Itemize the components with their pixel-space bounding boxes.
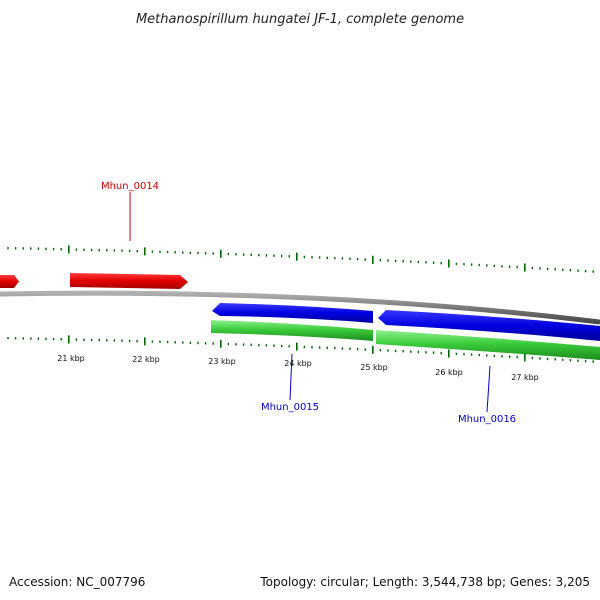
cds-feature-mhun-0015[interactable] bbox=[212, 303, 373, 323]
reverse-cds-track bbox=[212, 303, 600, 341]
genome-backbone bbox=[0, 290, 600, 325]
scale-tick-label: 26 kbp bbox=[435, 368, 463, 377]
lower-tick-marks bbox=[7, 335, 594, 363]
gene-label-text[interactable]: Mhun_0016 bbox=[458, 414, 516, 425]
gene-label-mhun-0016[interactable]: Mhun_0016 bbox=[458, 365, 516, 425]
cds-feature-fragment[interactable] bbox=[0, 275, 19, 288]
reverse-gene-track bbox=[211, 320, 600, 360]
cds-feature-mhun-0014[interactable] bbox=[70, 273, 188, 289]
scale-labels: 21 kbp 22 kbp 23 kbp 24 kbp 25 kbp 26 kb… bbox=[57, 354, 539, 382]
leader-line bbox=[486, 365, 491, 413]
scale-tick-label: 23 kbp bbox=[208, 357, 236, 366]
accession-text: Accession: NC_007796 bbox=[9, 575, 145, 589]
cds-feature-mhun-0016[interactable] bbox=[378, 310, 600, 341]
forward-cds-track bbox=[0, 273, 188, 289]
scale-tick-label: 22 kbp bbox=[132, 355, 160, 364]
scale-tick-label: 24 kbp bbox=[284, 359, 312, 368]
gene-label-text[interactable]: Mhun_0015 bbox=[261, 402, 319, 413]
upper-tick-marks bbox=[7, 245, 594, 273]
gene-feature-mhun-0015[interactable] bbox=[211, 320, 373, 341]
gene-label-mhun-0014[interactable]: Mhun_0014 bbox=[101, 181, 159, 241]
leader-line bbox=[289, 353, 293, 401]
gene-feature-mhun-0016[interactable] bbox=[376, 330, 600, 360]
scale-tick-label: 27 kbp bbox=[511, 373, 539, 382]
scale-tick-label: 25 kbp bbox=[360, 363, 388, 372]
gene-label-text[interactable]: Mhun_0014 bbox=[101, 181, 159, 192]
map-title: Methanospirillum hungatei JF-1, complete… bbox=[136, 12, 464, 27]
genome-summary-text: Topology: circular; Length: 3,544,738 bp… bbox=[259, 575, 590, 589]
gene-label-mhun-0015[interactable]: Mhun_0015 bbox=[261, 353, 319, 413]
scale-tick-label: 21 kbp bbox=[57, 354, 85, 363]
